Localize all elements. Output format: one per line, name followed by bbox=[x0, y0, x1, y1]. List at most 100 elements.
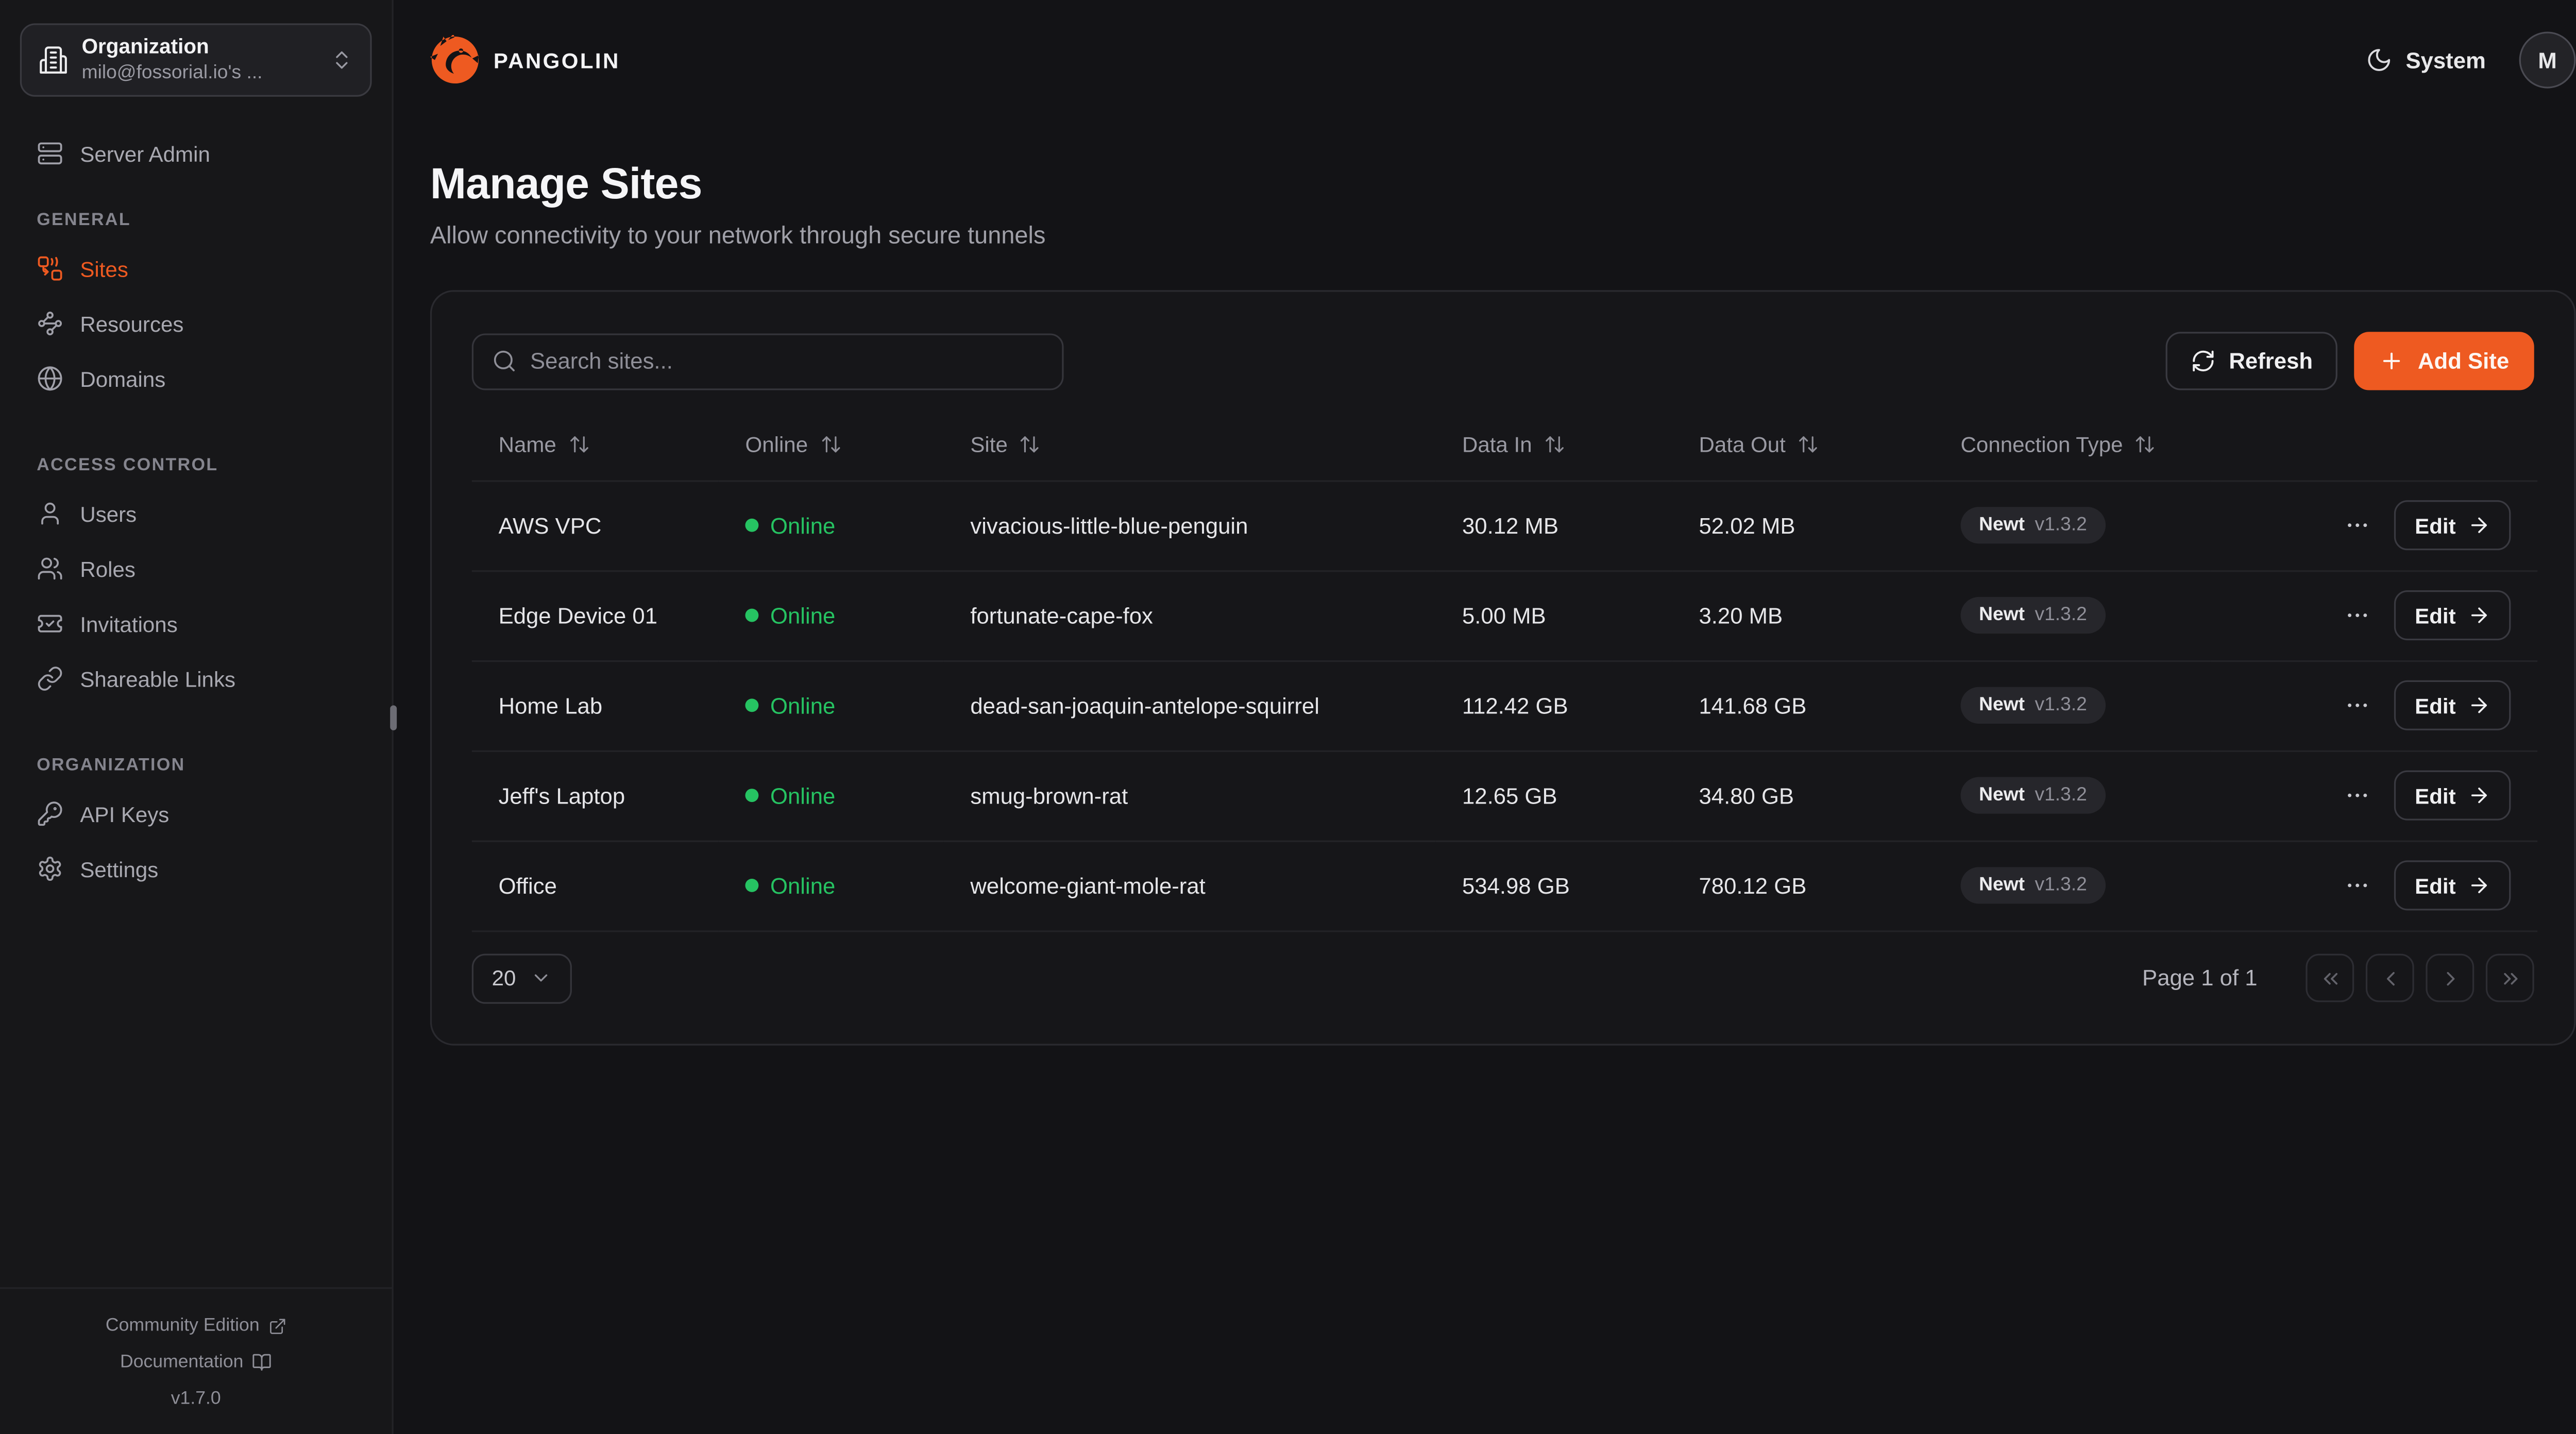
sidebar-resize-handle[interactable] bbox=[390, 705, 397, 730]
site-slug-cell: vivacious-little-blue-penguin bbox=[943, 480, 1436, 571]
data-in-cell: 30.12 MB bbox=[1435, 480, 1672, 571]
sidebar-item-resources[interactable]: Resources bbox=[20, 303, 372, 344]
sidebar-item-roles[interactable]: Roles bbox=[20, 549, 372, 589]
org-switcher[interactable]: Organization milo@fossorial.io's ... bbox=[20, 23, 372, 97]
online-status: Online bbox=[745, 481, 930, 569]
column-header-data-out[interactable]: Data Out bbox=[1672, 410, 1934, 481]
column-header-online[interactable]: Online bbox=[718, 410, 944, 481]
documentation-link[interactable]: Documentation bbox=[0, 1344, 392, 1380]
gear-icon bbox=[37, 856, 63, 882]
sidebar-item-users[interactable]: Users bbox=[20, 493, 372, 534]
previous-page-button[interactable] bbox=[2365, 953, 2414, 1002]
site-slug-cell: smug-brown-rat bbox=[943, 750, 1436, 842]
column-header-data-in[interactable]: Data In bbox=[1435, 410, 1672, 481]
sort-icon bbox=[568, 434, 589, 455]
row-menu-button[interactable] bbox=[2345, 872, 2371, 899]
book-open-icon bbox=[252, 1352, 272, 1372]
page-size-select[interactable]: 20 bbox=[471, 953, 573, 1003]
online-status: Online bbox=[745, 751, 930, 839]
edit-button[interactable]: Edit bbox=[2395, 500, 2511, 551]
data-out-cell: 3.20 MB bbox=[1672, 570, 1934, 661]
sidebar: Organization milo@fossorial.io's ... Ser… bbox=[0, 0, 397, 1434]
main-content: PANGOLIN System M Manage Sites Allow con… bbox=[394, 0, 2576, 1434]
site-slug-cell: fortunate-cape-fox bbox=[943, 570, 1436, 661]
version-label: v1.7.0 bbox=[171, 1389, 221, 1409]
online-dot-icon bbox=[745, 789, 759, 803]
sidebar-item-label: Users bbox=[80, 501, 137, 526]
sidebar-footer: Community Edition Documentation v1.7.0 bbox=[0, 1287, 392, 1434]
column-header-connection-type[interactable]: Connection Type bbox=[1934, 410, 2211, 481]
arrow-right-icon bbox=[2467, 783, 2490, 807]
search-input[interactable] bbox=[530, 348, 1044, 374]
community-edition-link[interactable]: Community Edition bbox=[0, 1307, 392, 1344]
page-title: Manage Sites bbox=[430, 158, 703, 209]
table-row: Home Lab Online dead-san-joaquin-antelop… bbox=[471, 660, 2538, 752]
sidebar-item-label: Server Admin bbox=[80, 141, 210, 166]
sidebar-item-shareable-links[interactable]: Shareable Links bbox=[20, 659, 372, 699]
search-icon bbox=[492, 349, 517, 374]
top-bar: PANGOLIN System M bbox=[430, 0, 2576, 120]
sidebar-item-label: Sites bbox=[80, 255, 128, 281]
waypoints-icon bbox=[37, 310, 63, 337]
row-menu-button[interactable] bbox=[2345, 602, 2371, 629]
sidebar-item-sites[interactable]: Sites bbox=[20, 248, 372, 288]
data-in-cell: 112.42 GB bbox=[1435, 660, 1672, 752]
edit-button[interactable]: Edit bbox=[2395, 860, 2511, 911]
section-title-access-control: ACCESS CONTROL bbox=[37, 455, 218, 475]
arrow-right-icon bbox=[2467, 604, 2490, 627]
plus-icon bbox=[2380, 349, 2405, 374]
site-slug-cell: welcome-giant-mole-rat bbox=[943, 840, 1436, 931]
sidebar-item-settings[interactable]: Settings bbox=[20, 849, 372, 889]
table-row: Office Online welcome-giant-mole-rat 534… bbox=[471, 840, 2538, 931]
combine-icon bbox=[37, 255, 63, 282]
online-dot-icon bbox=[745, 698, 759, 712]
last-page-button[interactable] bbox=[2485, 953, 2534, 1002]
pangolin-logo-icon bbox=[430, 35, 480, 85]
row-menu-button[interactable] bbox=[2345, 782, 2371, 809]
sidebar-item-domains[interactable]: Domains bbox=[20, 358, 372, 399]
first-page-button[interactable] bbox=[2306, 953, 2354, 1002]
site-name-cell: AWS VPC bbox=[471, 480, 719, 571]
connection-type-badge: Newt v1.3.2 bbox=[1960, 507, 2106, 544]
site-slug-cell: dead-san-joaquin-antelope-squirrel bbox=[943, 660, 1436, 752]
org-label: Organization bbox=[81, 35, 209, 59]
online-status: Online bbox=[745, 571, 930, 659]
arrow-right-icon bbox=[2467, 694, 2490, 717]
sites-table: Name Online Site Data In Data Out Connec… bbox=[471, 410, 2538, 931]
site-name-cell: Edge Device 01 bbox=[471, 570, 719, 661]
theme-toggle-button[interactable]: System bbox=[2366, 47, 2486, 74]
connection-type-badge: Newt v1.3.2 bbox=[1960, 596, 2106, 634]
globe-icon bbox=[37, 365, 63, 392]
users-icon bbox=[37, 555, 63, 582]
pagination: Page 1 of 1 bbox=[2142, 953, 2534, 1002]
server-icon bbox=[37, 140, 63, 167]
column-header-name[interactable]: Name bbox=[471, 410, 719, 481]
edit-button[interactable]: Edit bbox=[2395, 590, 2511, 641]
edit-button[interactable]: Edit bbox=[2395, 770, 2511, 821]
online-status: Online bbox=[745, 841, 930, 929]
column-header-site[interactable]: Site bbox=[943, 410, 1436, 481]
row-menu-button[interactable] bbox=[2345, 512, 2371, 539]
next-page-button[interactable] bbox=[2426, 953, 2475, 1002]
sort-icon bbox=[1020, 434, 1041, 455]
user-avatar[interactable]: M bbox=[2519, 31, 2576, 89]
refresh-button[interactable]: Refresh bbox=[2165, 332, 2338, 390]
row-menu-button[interactable] bbox=[2345, 692, 2371, 719]
site-name-cell: Home Lab bbox=[471, 660, 719, 752]
site-name-cell: Office bbox=[471, 840, 719, 931]
sidebar-item-server-admin[interactable]: Server Admin bbox=[20, 133, 372, 174]
sidebar-item-label: Roles bbox=[80, 556, 135, 582]
add-site-button[interactable]: Add Site bbox=[2354, 332, 2534, 390]
org-value: milo@fossorial.io's ... bbox=[81, 62, 263, 83]
edit-button[interactable]: Edit bbox=[2395, 680, 2511, 730]
sidebar-item-api-keys[interactable]: API Keys bbox=[20, 794, 372, 834]
data-out-cell: 34.80 GB bbox=[1672, 750, 1934, 842]
refresh-icon bbox=[2191, 349, 2216, 374]
online-dot-icon bbox=[745, 879, 759, 892]
online-dot-icon bbox=[745, 518, 759, 532]
sidebar-item-invitations[interactable]: Invitations bbox=[20, 604, 372, 644]
chevrons-up-down-icon bbox=[330, 48, 353, 72]
external-link-icon bbox=[268, 1317, 286, 1335]
sidebar-item-label: Resources bbox=[80, 311, 184, 336]
